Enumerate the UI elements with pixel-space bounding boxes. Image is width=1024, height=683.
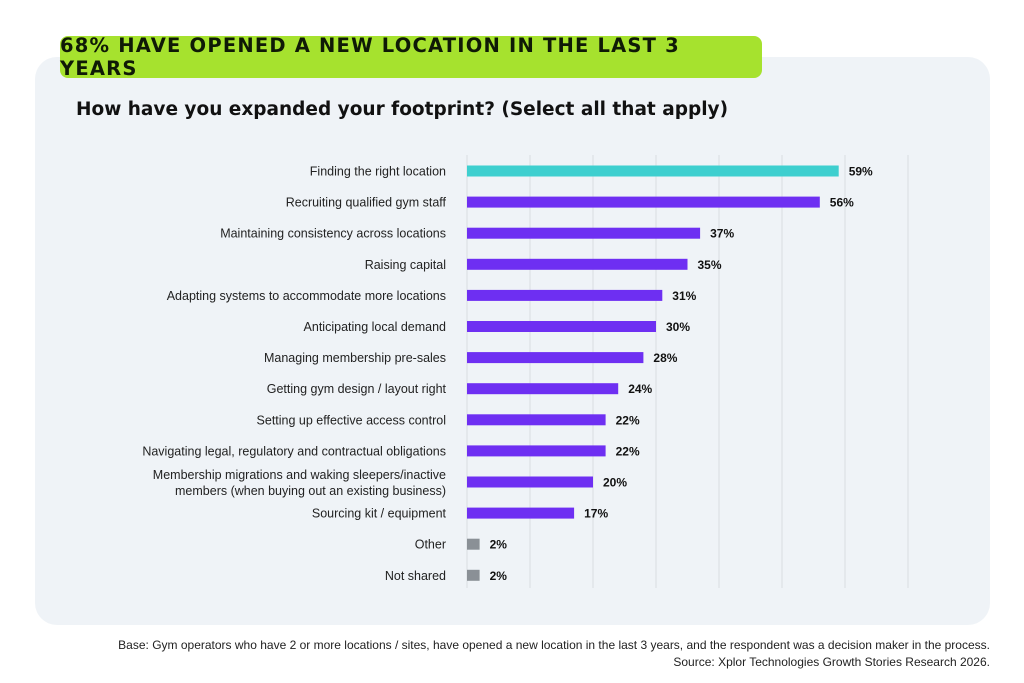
footnote: Base: Gym operators who have 2 or more l… xyxy=(10,637,990,671)
bar xyxy=(467,538,480,550)
value-label: 31% xyxy=(672,289,696,303)
bar xyxy=(467,507,575,519)
footnote-base: Base: Gym operators who have 2 or more l… xyxy=(118,638,990,652)
category-label: Raising capital xyxy=(365,258,446,272)
bar xyxy=(467,414,606,426)
category-label: Maintaining consistency across locations xyxy=(220,227,446,241)
bar xyxy=(467,258,688,270)
category-label: Membership migrations and waking sleeper… xyxy=(153,468,446,498)
bar xyxy=(467,321,656,332)
category-label: Not shared xyxy=(385,569,446,583)
footnote-source: Source: Xplor Technologies Growth Storie… xyxy=(673,655,990,669)
category-label: Navigating legal, regulatory and contrac… xyxy=(142,444,446,458)
headline-banner-text: 68% HAVE OPENED A NEW LOCATION IN THE LA… xyxy=(60,34,680,80)
value-label: 22% xyxy=(616,413,640,427)
category-label: Managing membership pre-sales xyxy=(264,351,446,365)
bar xyxy=(467,196,820,208)
bar xyxy=(467,227,701,239)
bar xyxy=(467,289,663,301)
value-label: 56% xyxy=(830,196,854,210)
bar xyxy=(467,476,593,488)
headline-banner: 68% HAVE OPENED A NEW LOCATION IN THE LA… xyxy=(60,34,762,80)
value-label: 30% xyxy=(666,320,690,334)
value-label: 35% xyxy=(698,258,722,272)
bar xyxy=(467,352,644,364)
category-label: Setting up effective access control xyxy=(257,413,446,427)
chart-panel xyxy=(35,57,990,625)
value-label: 20% xyxy=(603,476,627,490)
value-label: 2% xyxy=(490,538,508,552)
bar xyxy=(467,383,619,395)
category-label: Anticipating local demand xyxy=(304,320,446,334)
value-label: 59% xyxy=(849,165,873,179)
bar xyxy=(467,445,606,457)
value-label: 17% xyxy=(584,507,608,521)
value-label: 28% xyxy=(653,351,677,365)
category-label: Sourcing kit / equipment xyxy=(312,507,447,521)
chart-title: How have you expanded your footprint? (S… xyxy=(76,99,729,120)
value-label: 22% xyxy=(616,444,640,458)
category-label: Getting gym design / layout right xyxy=(267,382,447,396)
value-label: 24% xyxy=(628,382,652,396)
category-label: Finding the right location xyxy=(310,165,446,179)
category-label: Adapting systems to accommodate more loc… xyxy=(167,289,446,303)
bar xyxy=(467,569,480,581)
value-label: 2% xyxy=(490,569,508,583)
bar xyxy=(467,165,839,177)
value-label: 37% xyxy=(710,227,734,241)
category-label: Recruiting qualified gym staff xyxy=(286,196,447,210)
category-label: Other xyxy=(415,538,446,552)
